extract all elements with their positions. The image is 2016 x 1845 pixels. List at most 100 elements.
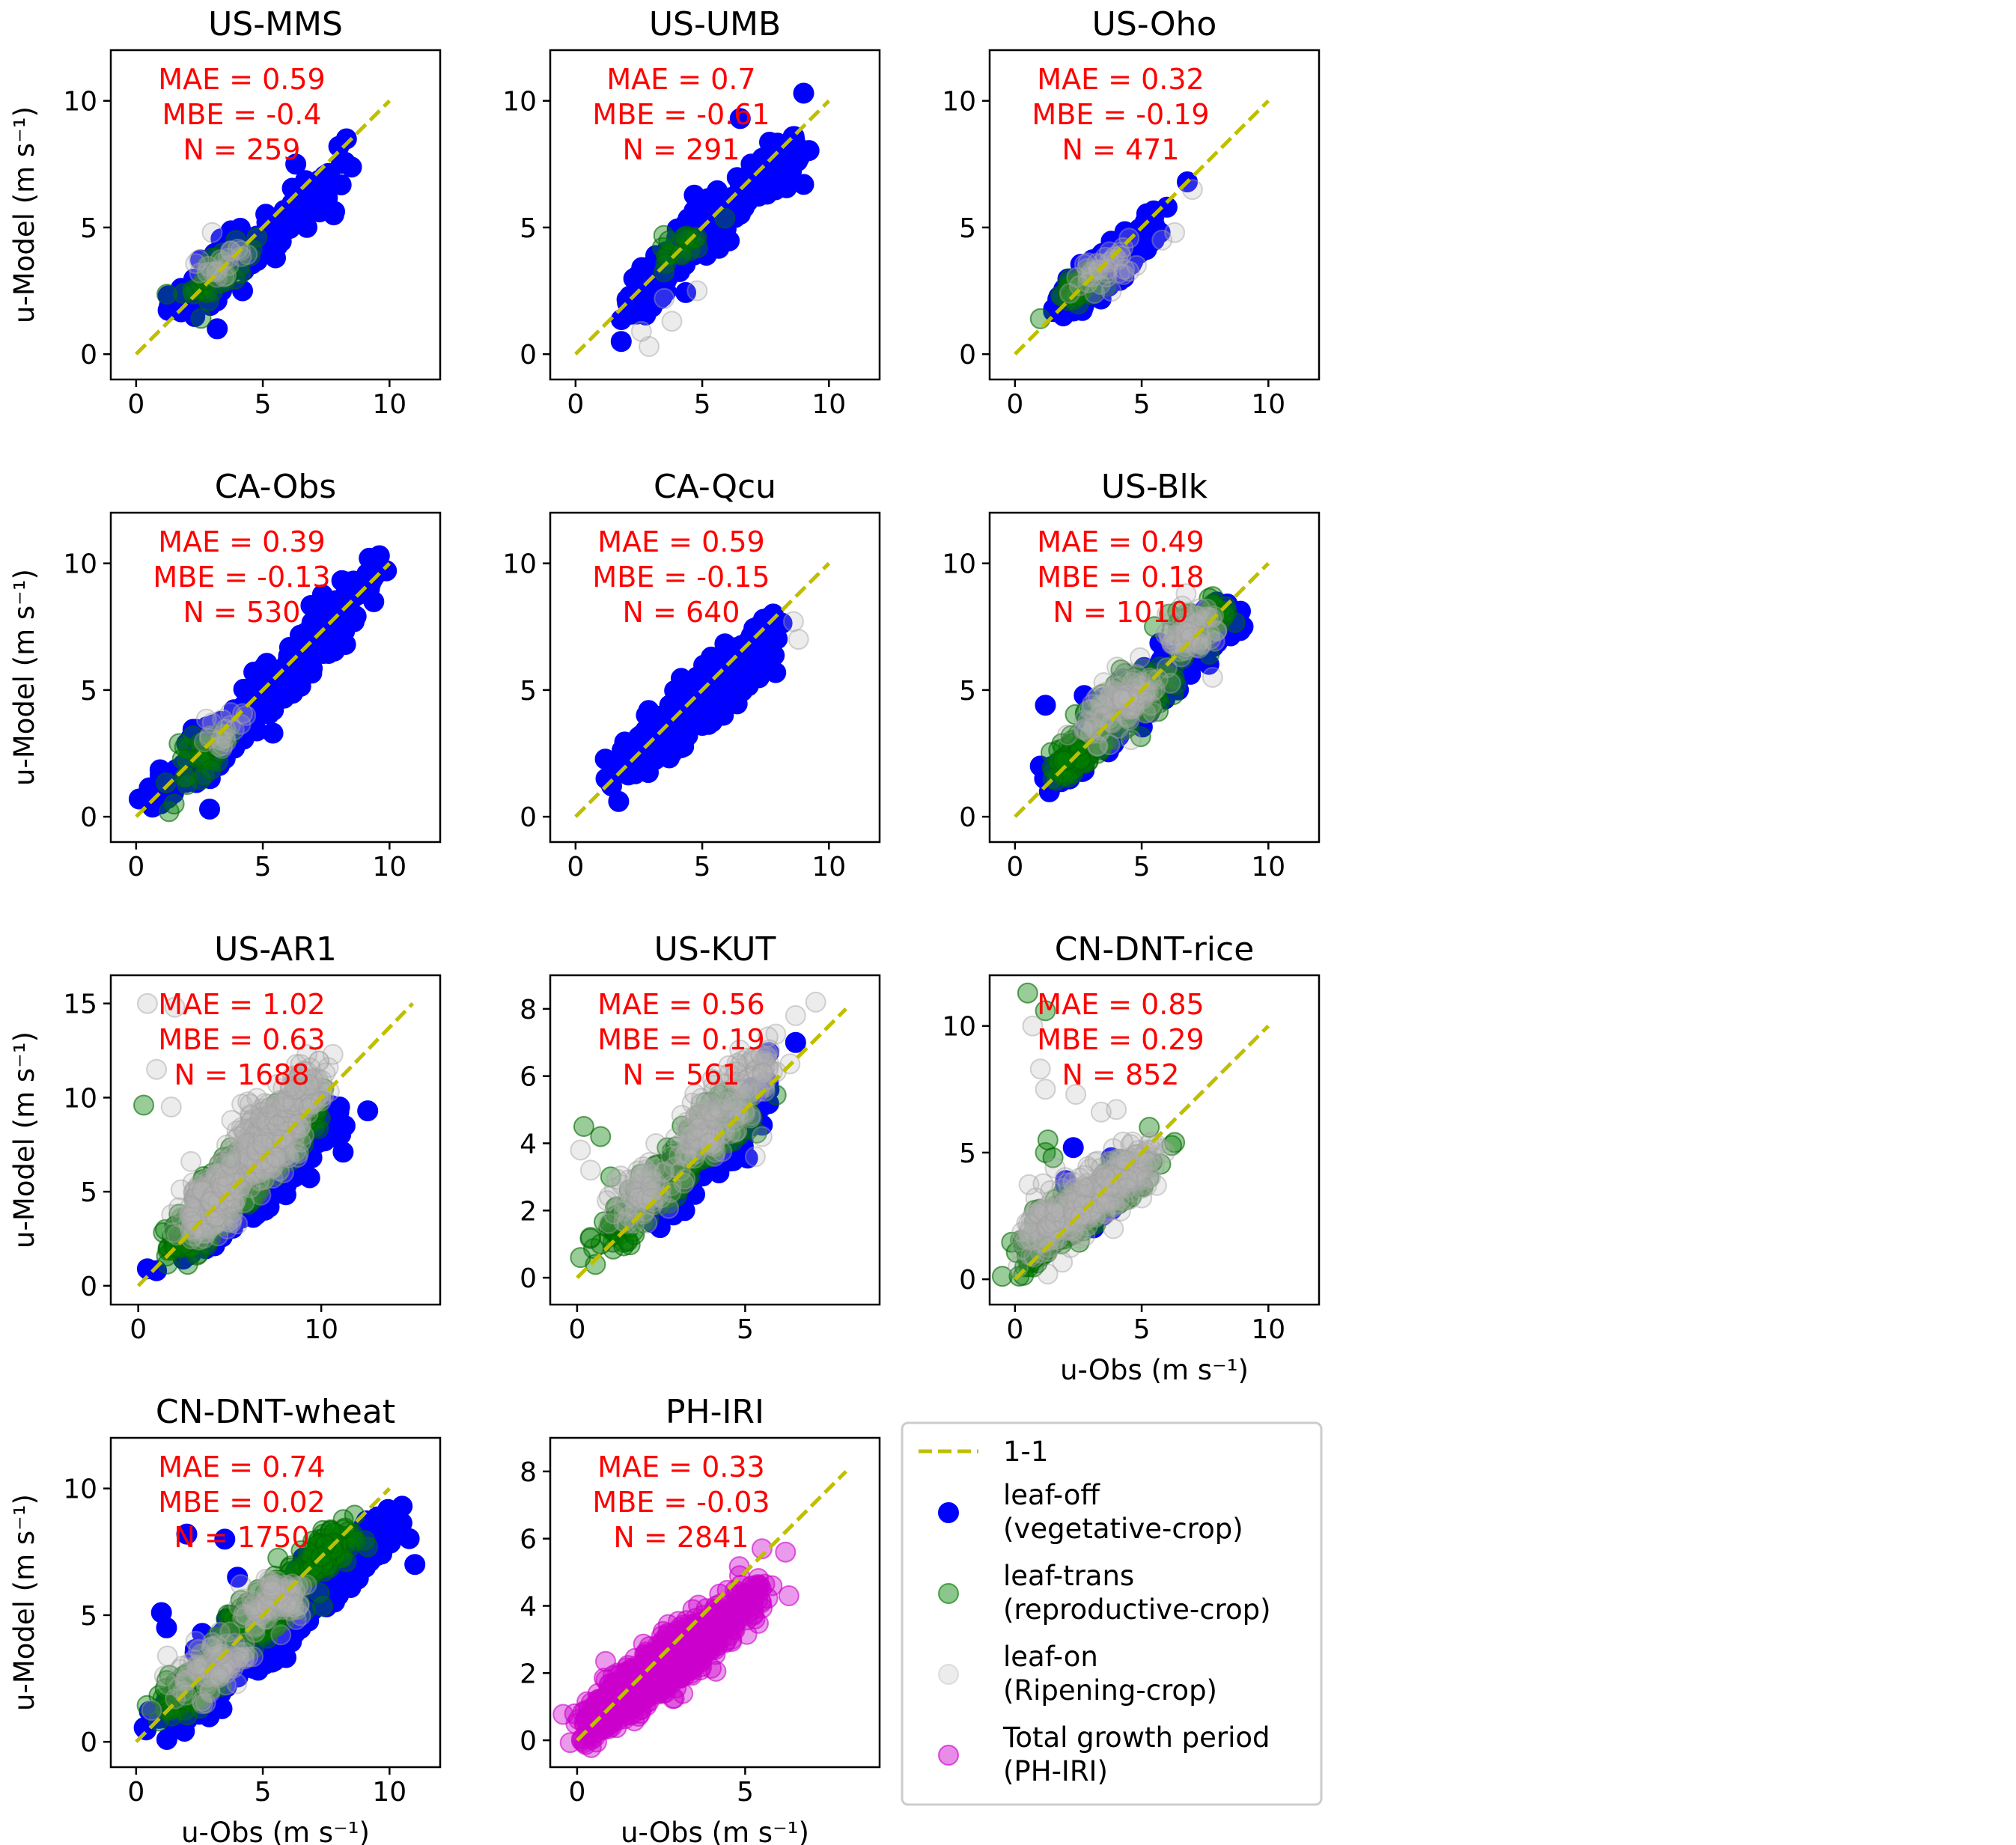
point-leaf-off (671, 668, 692, 689)
y-tick-label: 10 (942, 87, 976, 118)
point-leaf-on (189, 262, 210, 284)
stat-text: MBE = -0.13 (153, 561, 330, 594)
point-leaf-trans (714, 207, 736, 229)
point-leaf-on (188, 249, 210, 270)
y-tick-label: 0 (520, 340, 537, 370)
y-tick-label: 5 (80, 213, 97, 244)
y-tick-label: 15 (63, 989, 97, 1020)
axes-frame (549, 49, 881, 381)
point-leaf-on (1066, 266, 1088, 288)
y-tick-label: 0 (80, 1272, 97, 1302)
point-leaf-on (322, 1043, 344, 1065)
point-leaf-on (208, 736, 230, 757)
y-tick-label: 0 (80, 802, 97, 833)
point-leaf-on (207, 1225, 229, 1247)
x-tick-label: 5 (694, 389, 711, 420)
point-leaf-on (146, 1058, 168, 1080)
point-leaf-on (201, 261, 223, 283)
point-leaf-on (220, 1147, 242, 1168)
point-leaf-off (199, 799, 220, 820)
y-tick-label: 5 (959, 676, 976, 707)
point-leaf-off (230, 218, 251, 239)
axes-frame (109, 511, 442, 844)
point-leaf-off (232, 280, 253, 302)
point-leaf-off (608, 790, 630, 812)
y-tick-label: 10 (63, 87, 97, 118)
point-leaf-on (1109, 241, 1131, 263)
point-leaf-on (1126, 254, 1147, 276)
point-leaf-off (624, 754, 645, 775)
axes-frame (109, 49, 442, 381)
y-tick-label: 5 (520, 213, 537, 244)
point-leaf-on (1181, 179, 1203, 201)
point-leaf-on (198, 255, 219, 277)
stat-text: MAE = 0.59 (597, 525, 764, 558)
point-leaf-on (686, 280, 708, 302)
point-leaf-on (193, 731, 215, 753)
point-leaf-trans (202, 281, 223, 302)
point-leaf-off (328, 135, 350, 157)
plot-area (135, 99, 392, 356)
axes-frame (988, 49, 1321, 381)
point-leaf-trans (156, 284, 177, 305)
point-leaf-on (218, 254, 240, 276)
point-leaf-on (1091, 253, 1112, 275)
one-to-one-line (135, 561, 392, 818)
point-leaf-off (315, 186, 337, 208)
point-leaf-off (610, 331, 632, 353)
stat-text: N = 640 (623, 596, 740, 629)
point-leaf-on (216, 731, 237, 753)
point-leaf-on (1112, 263, 1134, 285)
point-leaf-on (1081, 261, 1103, 282)
point-leaf-on (1059, 282, 1080, 304)
x-tick-label: 10 (1251, 852, 1285, 882)
point-leaf-on (1068, 275, 1090, 296)
point-leaf-off (357, 1100, 379, 1122)
one-to-one-line (1014, 99, 1270, 356)
stat-text: MAE = 0.7 (606, 63, 755, 96)
x-tick-label: 10 (811, 389, 846, 420)
point-leaf-on (237, 1091, 259, 1113)
stat-text: MBE = 0.63 (158, 1023, 325, 1056)
y-tick-label: 5 (80, 676, 97, 707)
point-leaf-off (265, 247, 286, 269)
point-leaf-trans (193, 269, 215, 291)
x-tick-label: 5 (255, 852, 272, 882)
point-leaf-on (1085, 688, 1107, 710)
point-leaf-trans (200, 728, 222, 749)
point-leaf-on (1102, 248, 1124, 270)
x-tick-label: 10 (811, 852, 846, 882)
point-leaf-on (221, 1109, 243, 1131)
point-leaf-off (264, 678, 285, 700)
point-leaf-on (1114, 258, 1135, 280)
stat-text: MBE = -0.4 (162, 98, 321, 131)
stat-text: N = 1688 (174, 1058, 309, 1091)
point-leaf-on (250, 1184, 272, 1206)
point-leaf-off (660, 730, 682, 751)
y-tick-label: 10 (502, 87, 537, 118)
point-leaf-on (160, 1097, 182, 1117)
x-tick-label: 0 (567, 389, 584, 420)
point-leaf-trans (190, 308, 212, 329)
point-leaf-off (785, 1031, 806, 1053)
point-leaf-on (232, 703, 254, 725)
stat-text: MBE = 0.18 (1037, 561, 1204, 594)
point-leaf-on (788, 629, 809, 650)
point-leaf-on (212, 724, 234, 745)
point-leaf-on (1118, 260, 1140, 282)
subplot-title: US-AR1 (214, 930, 337, 969)
subplot-title: US-UMB (649, 5, 781, 43)
stat-text: N = 259 (183, 133, 301, 166)
x-tick-label: 0 (567, 852, 584, 882)
y-tick-label: 5 (959, 213, 976, 244)
y-axis-label: u-Model (m s⁻¹) (8, 106, 40, 323)
one-to-one-line (135, 99, 392, 356)
stat-text: MBE = -0.19 (1032, 98, 1209, 131)
point-leaf-on (639, 336, 660, 357)
point-leaf-off (149, 759, 171, 781)
point-leaf-on (219, 715, 241, 737)
point-leaf-off (1100, 231, 1122, 252)
point-leaf-trans (675, 228, 697, 249)
